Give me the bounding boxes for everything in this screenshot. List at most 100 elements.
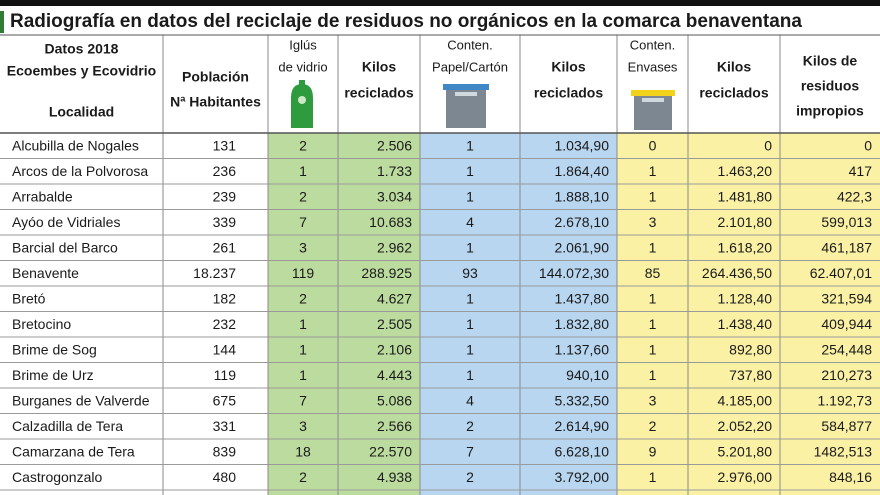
paper-bin-icon — [443, 84, 489, 128]
table-cell: 3 — [299, 418, 307, 434]
locality-name: Ayóo de Vidriales — [12, 214, 120, 230]
table-cell: 2.678,10 — [555, 214, 610, 230]
table-cell: 584,877 — [821, 418, 872, 434]
table-cell: 1 — [299, 316, 307, 332]
table-cell: 3 — [649, 214, 657, 230]
table-cell: 1.034,90 — [555, 137, 610, 153]
title-accent — [0, 11, 4, 33]
table-cell: 1.832,80 — [555, 316, 610, 332]
table-cell: 2 — [299, 188, 307, 204]
table-cell: 85 — [645, 265, 661, 281]
table-cell: 3 — [299, 239, 307, 255]
column-header: reciclados — [344, 85, 413, 101]
table-cell: 2 — [466, 469, 474, 485]
table-cell: 1 — [649, 163, 657, 179]
table-cell: 3.792,00 — [555, 469, 610, 485]
table-cell: 848,16 — [829, 469, 872, 485]
table-cell: 1.438,40 — [718, 316, 773, 332]
table-cell: 1 — [649, 239, 657, 255]
table-cell: 7 — [299, 214, 307, 230]
table-cell: 2.052,20 — [718, 418, 773, 434]
column-header: impropios — [796, 103, 864, 119]
column-header: Población — [182, 69, 249, 85]
table-cell: 2.101,80 — [718, 214, 773, 230]
packaging-bin-icon — [631, 90, 675, 130]
glass-igloo-icon — [291, 80, 313, 128]
table-cell: 1 — [466, 316, 474, 332]
table-cell: 1.733 — [377, 163, 412, 179]
table-cell: 1.481,80 — [718, 188, 773, 204]
column-header: Kilos — [551, 59, 585, 75]
table-cell: 9 — [649, 443, 657, 459]
paper-band — [420, 133, 617, 495]
locality-name: Castrogonzalo — [12, 469, 102, 485]
table-cell: 1 — [466, 163, 474, 179]
table-cell: 1.437,80 — [555, 290, 610, 306]
locality-name: Burganes de Valverde — [12, 392, 150, 408]
column-header: Papel/Cartón — [432, 59, 508, 74]
table-cell: 264.436,50 — [702, 265, 772, 281]
table-cell: 1 — [466, 188, 474, 204]
table-cell: 1 — [466, 341, 474, 357]
table-cell: 1.137,60 — [555, 341, 610, 357]
table-cell: 2.566 — [377, 418, 412, 434]
table-cell: 1 — [466, 137, 474, 153]
table-cell: 0 — [864, 137, 872, 153]
packaging-band — [617, 133, 880, 495]
locality-name: Brime de Urz — [12, 367, 94, 383]
table-cell: 480 — [213, 469, 237, 485]
column-header: Envases — [628, 59, 678, 74]
table-cell: 261 — [213, 239, 237, 255]
table-cell: 288.925 — [361, 265, 412, 281]
table-cell: 2.506 — [377, 137, 412, 153]
column-header: Kilos de — [803, 53, 858, 69]
locality-name: Brime de Sog — [12, 341, 97, 357]
table-cell: 22.570 — [369, 443, 412, 459]
table-cell: 1482,513 — [814, 443, 873, 459]
table-cell: 144 — [213, 341, 237, 357]
column-header: residuos — [801, 78, 860, 94]
table-cell: 1 — [649, 367, 657, 383]
table-cell: 93 — [462, 265, 478, 281]
table-cell: 210,273 — [821, 367, 872, 383]
column-header: Kilos — [717, 59, 751, 75]
title: Radiografía en datos del reciclaje de re… — [10, 11, 802, 32]
table-cell: 2.106 — [377, 341, 412, 357]
table-cell: 1 — [299, 341, 307, 357]
table-cell: 737,80 — [729, 367, 772, 383]
table-cell: 3 — [649, 392, 657, 408]
table-cell: 131 — [213, 137, 237, 153]
table-cell: 0 — [649, 137, 657, 153]
table-cell: 1 — [299, 163, 307, 179]
table-cell: 339 — [213, 214, 237, 230]
locality-name: Calzadilla de Tera — [12, 418, 123, 434]
locality-name: Arcos de la Polvorosa — [12, 163, 148, 179]
locality-name: Bretocino — [12, 316, 71, 332]
table-cell: 321,594 — [821, 290, 872, 306]
table-cell: 331 — [213, 418, 237, 434]
table-cell: 409,944 — [821, 316, 872, 332]
table-cell: 2.505 — [377, 316, 412, 332]
table-cell: 1 — [649, 341, 657, 357]
table-cell: 1 — [649, 188, 657, 204]
table-cell: 2.976,00 — [718, 469, 773, 485]
icons — [291, 80, 675, 130]
locality-name: Alcubilla de Nogales — [12, 137, 139, 153]
table-cell: 6.628,10 — [555, 443, 610, 459]
table-cell: 1 — [299, 367, 307, 383]
table-cell: 1.618,20 — [718, 239, 773, 255]
table-cell: 3.034 — [377, 188, 412, 204]
table-cell: 675 — [213, 392, 237, 408]
column-header: Kilos — [362, 59, 396, 75]
table-cell: 1.192,73 — [818, 392, 873, 408]
column-header: Ecoembes y Ecovidrio — [7, 63, 156, 79]
table-cell: 2.614,90 — [555, 418, 610, 434]
table-cell: 4.185,00 — [718, 392, 773, 408]
table-cell: 236 — [213, 163, 237, 179]
table-cell: 7 — [466, 443, 474, 459]
table-cell: 144.072,30 — [539, 265, 609, 281]
table-cells: Datos 2018 Ecoembes y Ecovidrio Localidad P… — [7, 37, 872, 485]
locality-name: Barcial del Barco — [12, 239, 118, 255]
table-cell: 2 — [299, 290, 307, 306]
